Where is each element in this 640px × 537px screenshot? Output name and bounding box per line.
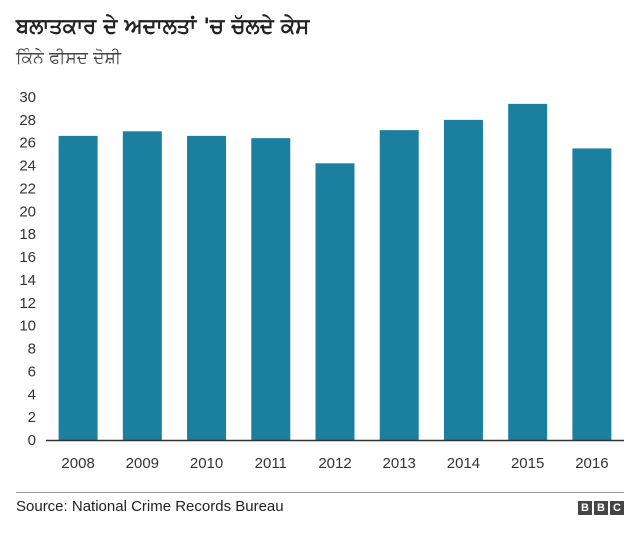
bar-2016: [572, 148, 612, 440]
y-tick-label: 18: [19, 226, 36, 243]
y-tick-label: 14: [19, 272, 36, 289]
x-tick-label: 2015: [511, 455, 544, 472]
x-tick-label: 2013: [383, 455, 416, 472]
y-tick-label: 12: [19, 295, 36, 312]
y-tick-label: 6: [28, 363, 36, 380]
x-tick-label: 2009: [126, 455, 159, 472]
bars: [58, 103, 612, 441]
x-tick-label: 2016: [575, 455, 608, 472]
bar-2012: [315, 163, 355, 440]
y-tick-label: 20: [19, 203, 36, 220]
bar-2015: [508, 103, 548, 441]
bar-2009: [122, 131, 162, 441]
y-tick-label: 2: [28, 409, 36, 426]
y-tick-label: 8: [28, 341, 36, 358]
x-tick-label: 2008: [61, 455, 94, 472]
bbc-logo-letter: B: [578, 501, 592, 515]
bar-2014: [443, 119, 483, 440]
y-tick-label: 16: [19, 249, 36, 266]
bar-2008: [58, 135, 98, 440]
y-tick-label: 24: [19, 158, 36, 175]
bbc-logo: B B C: [578, 501, 624, 515]
y-tick-label: 30: [19, 89, 36, 106]
y-tick-label: 22: [19, 180, 36, 197]
y-tick-label: 0: [28, 432, 36, 449]
bar-2011: [251, 138, 291, 440]
y-tick-label: 4: [28, 386, 36, 403]
bar-2013: [379, 130, 419, 440]
bar-2010: [187, 135, 227, 440]
y-tick-label: 10: [19, 318, 36, 335]
x-tick-label: 2011: [255, 455, 287, 472]
chart-subtitle: ਕਿੰਨੇ ਫੀਸਦ ਦੋਸ਼ੀ: [16, 48, 121, 68]
x-tick-label: 2010: [190, 455, 223, 472]
y-tick-label: 26: [19, 135, 36, 152]
footer-divider: [16, 492, 624, 493]
x-tick-label: 2014: [447, 455, 480, 472]
bbc-logo-letter: C: [610, 501, 624, 515]
source-note: Source: National Crime Records Bureau: [16, 498, 284, 515]
y-tick-label: 28: [19, 112, 36, 129]
chart-title: ਬਲਾਤਕਾਰ ਦੇ ਅਦਾਲਤਾਂ 'ਚ ਚੱਲਦੇ ਕੇਸ: [16, 14, 310, 38]
x-axis-ticks: 2008 2009 2010 2011 2012 2013 2014 2015 2016: [61, 455, 608, 472]
bbc-logo-letter: B: [594, 501, 608, 515]
x-tick-label: 2012: [318, 455, 351, 472]
